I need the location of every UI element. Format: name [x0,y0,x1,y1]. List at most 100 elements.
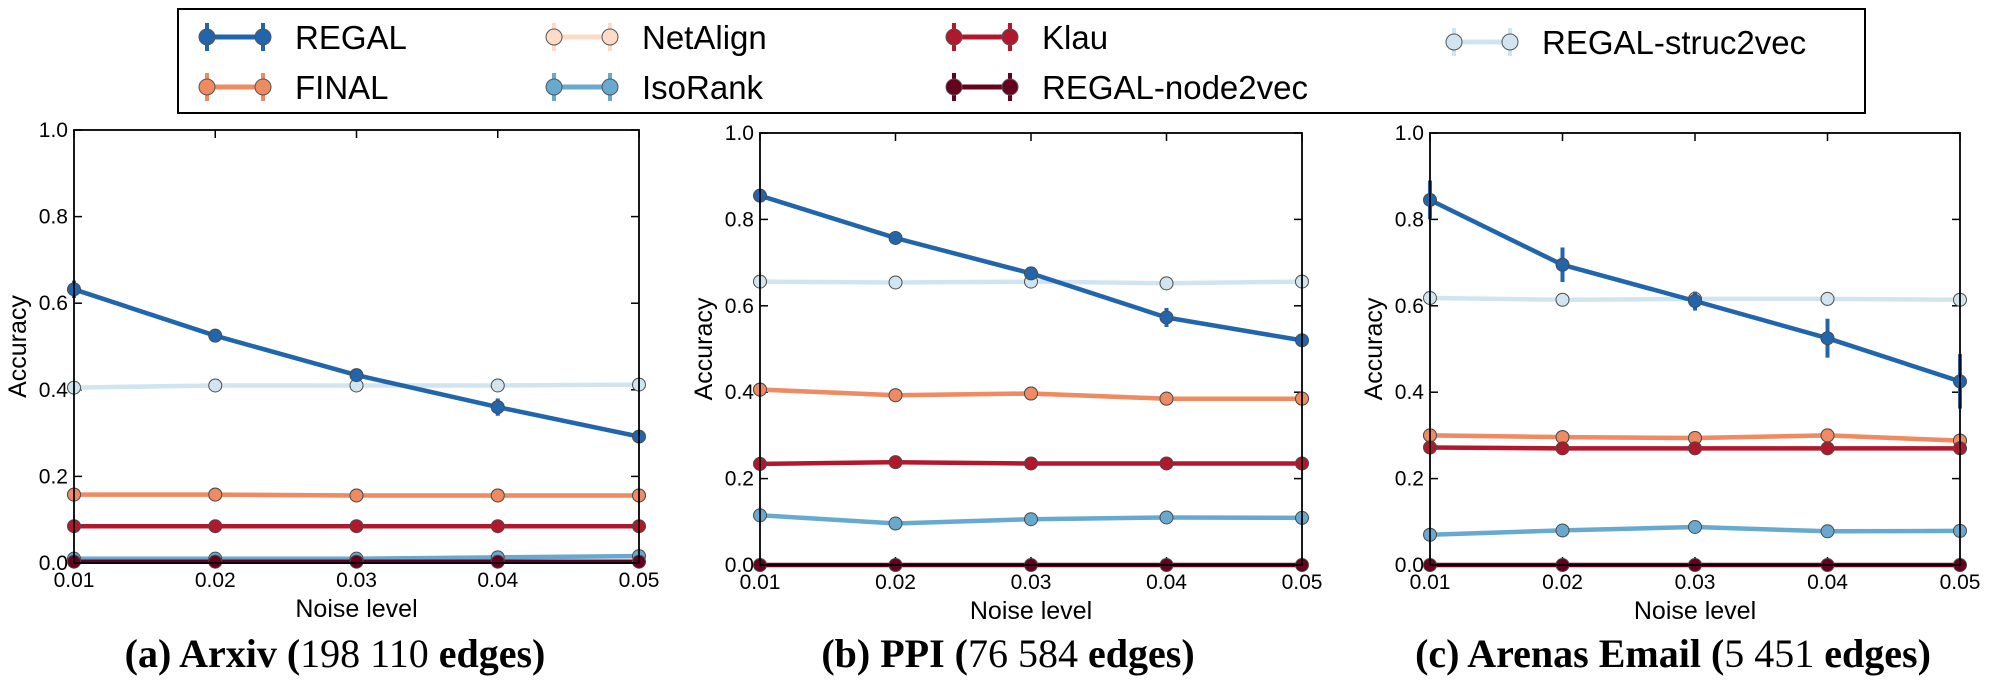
legend-swatch-marker [601,28,619,46]
y-tick-label: 0.6 [39,292,68,315]
data-point [349,519,364,534]
caption-b-suffix: edges) [1078,631,1195,676]
legend-item-final: FINAL [198,69,389,106]
data-point [208,328,223,343]
x-tick-label: 0.02 [195,569,236,592]
legend-item-netalign: NetAlign [545,19,767,56]
legend-item-isorank: IsoRank [545,69,764,106]
series-line-regal [73,287,640,439]
data-point [349,488,364,503]
x-tick-label: 0.04 [1807,571,1848,594]
y-tick-label: 1.0 [1395,122,1424,145]
data-point [208,378,223,393]
data-point [1159,276,1174,291]
y-tick-label: 0.2 [39,465,68,488]
legend-swatch-marker [601,78,619,96]
plot-frame [759,132,1303,566]
series-layer [753,188,1309,572]
data-point [490,488,505,503]
data-point [1820,441,1835,456]
x-tick-label: 0.01 [54,569,95,592]
data-point [490,554,505,569]
series-final [67,487,646,503]
legend-label-final: FINAL [295,69,389,106]
legend-swatch-marker [545,78,563,96]
data-point [1555,523,1570,538]
legend-item-klau: Klau [945,19,1108,56]
series-klau [753,455,1309,471]
legend-swatch-marker [1445,33,1463,51]
legend-swatch-marker [198,78,216,96]
y-tick-label: 1.0 [725,122,754,145]
series-klau [1423,440,1967,456]
legend-swatch-marker [254,28,272,46]
y-tick-label: 0.8 [1395,208,1424,231]
y-axis-title: Accuracy [1360,297,1388,400]
y-tick-label: 0.4 [39,379,69,402]
x-axis-title: Noise level [970,597,1092,625]
data-point [208,519,223,534]
y-tick-label: 0.6 [1395,295,1424,318]
data-point [888,455,903,470]
data-point [1688,294,1702,309]
x-axis-title: Noise level [1634,597,1756,625]
x-axis-title: Noise level [295,595,417,623]
y-tick-label: 0.6 [725,295,754,318]
x-tick-label: 0.05 [619,569,660,592]
caption-b-number: 76 584 [968,631,1078,676]
plot-frame [73,129,640,564]
x-tick-label: 0.03 [1011,571,1052,594]
caption-c: (c) Arenas Email (5 451 edges) [1415,630,1931,677]
data-point [490,400,505,415]
legend-swatch-marker [1001,28,1019,46]
legend-item-regal-struc2vec: REGAL-struc2vec [1445,24,1806,61]
caption-b: (b) PPI (76 584 edges) [821,630,1194,677]
legend: REGAL FINAL NetAlign IsoRank Klau REGAL-node2… [177,8,1866,114]
legend-frame [177,8,1866,114]
x-tick-label: 0.04 [477,569,518,592]
series-isorank [1423,519,1967,542]
data-point [490,519,505,534]
y-tick-label: 0.4 [725,381,755,404]
y-tick-label: 0.4 [1395,381,1425,404]
data-point [1024,266,1038,281]
y-tick-label: 0.0 [725,554,754,577]
data-point [1159,456,1174,471]
data-point [1820,291,1835,306]
y-tick-label: 1.0 [39,119,68,142]
data-point [1820,331,1835,346]
caption-a: (a) Arxiv (198 110 edges) [125,630,546,677]
legend-swatch-marker [945,78,963,96]
data-point [490,378,505,393]
caption-a-number: 198 110 [300,631,429,676]
caption-b-prefix: (b) PPI ( [821,631,968,676]
series-layer [1423,180,1967,572]
data-point [1159,310,1174,325]
legend-label-klau: Klau [1042,19,1108,56]
x-tick-label: 0.03 [336,569,377,592]
y-tick-label: 0.8 [725,208,754,231]
data-point [1688,519,1702,534]
legend-label-regal-struc2vec: REGAL-struc2vec [1542,24,1806,61]
caption-c-suffix: edges) [1814,631,1931,676]
data-point [208,487,223,502]
legend-swatch-marker [254,78,272,96]
y-axis-title: Accuracy [4,295,32,398]
series-regal-struc2vec [67,377,646,395]
data-point [349,368,364,383]
y-tick-label: 0.0 [1395,554,1424,577]
legend-label-isorank: IsoRank [642,69,764,106]
data-point [1820,524,1835,539]
data-point [1159,391,1174,406]
data-point [1555,257,1570,272]
x-tick-label: 0.02 [875,571,916,594]
series-layer [67,280,646,569]
series-regal [1423,180,1967,409]
series-final [753,382,1309,406]
caption-a-prefix: (a) Arxiv ( [124,631,301,676]
plot-frame [1429,132,1961,566]
x-tick-label: 0.03 [1675,571,1716,594]
data-point [1555,292,1570,307]
